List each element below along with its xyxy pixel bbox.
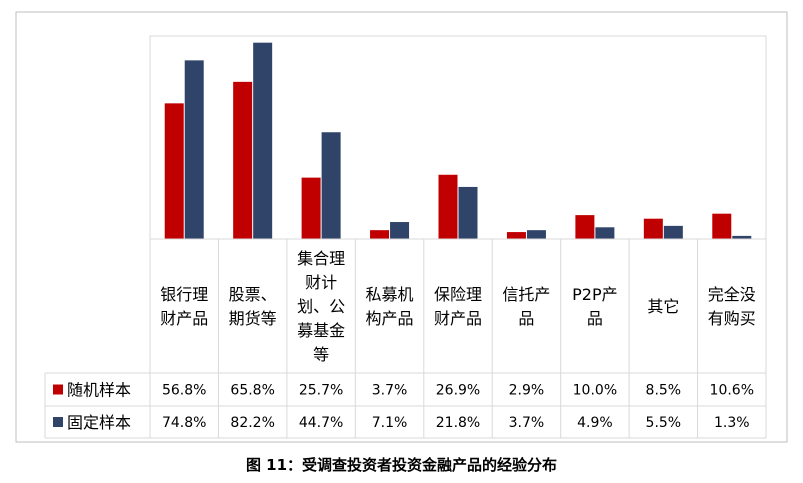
series-name-fixed: 固定样本	[67, 413, 131, 432]
data-label-fixed-4: 21.8%	[436, 415, 480, 431]
category-label-line: 保险理	[434, 285, 482, 304]
data-label-fixed-5: 3.7%	[509, 415, 545, 431]
category-label-line: 其它	[647, 297, 679, 316]
category-label-line: 划、公	[297, 297, 345, 316]
bar-random-7	[643, 218, 663, 239]
category-label-line: 品	[587, 309, 603, 328]
data-table: 银行理财产品股票、期货等集合理财计划、公募基金等私募机构产品保险理财产品信托产品…	[44, 238, 767, 439]
data-label-fixed-3: 7.1%	[372, 415, 408, 431]
data-label-random-6: 10.0%	[573, 383, 617, 399]
category-label-line: 私募机	[366, 285, 414, 304]
bar-fixed-5	[526, 230, 546, 239]
category-label-1: 股票、期货等	[229, 285, 277, 328]
data-label-random-7: 8.5%	[646, 383, 682, 399]
bar-fixed-6	[595, 227, 615, 239]
category-label-4: 保险理财产品	[434, 285, 482, 328]
data-label-random-5: 2.9%	[509, 383, 545, 399]
bar-fixed-2	[321, 132, 341, 239]
bar-fixed-3	[390, 222, 410, 239]
category-label-line: 集合理	[297, 249, 345, 268]
category-label-line: 品	[518, 309, 534, 328]
bar-fixed-4	[458, 186, 478, 239]
category-label-line: 等	[313, 345, 329, 364]
category-label-line: 财计	[305, 273, 337, 292]
category-label-line: P2P产	[572, 285, 617, 304]
bar-fixed-8	[732, 235, 752, 239]
category-label-line: 完全没	[708, 285, 756, 304]
category-label-2: 集合理财计划、公募基金等	[297, 249, 345, 364]
category-label-line: 股票、	[229, 285, 277, 304]
category-label-7: 其它	[647, 297, 679, 316]
data-label-fixed-1: 82.2%	[230, 415, 274, 431]
bar-random-6	[575, 215, 595, 239]
bar-fixed-1	[253, 42, 273, 239]
bar-fixed-7	[663, 225, 683, 239]
figure-caption: 图 11：受调查投资者投资金融产品的经验分布	[245, 456, 558, 474]
data-label-random-3: 3.7%	[372, 383, 408, 399]
data-label-random-0: 56.8%	[162, 383, 206, 399]
data-label-random-4: 26.9%	[436, 383, 480, 399]
category-label-line: 信托产	[502, 285, 550, 304]
bar-random-4	[438, 174, 458, 239]
category-label-line: 财产品	[160, 309, 208, 328]
bar-random-8	[712, 213, 732, 239]
category-label-5: 信托产品	[502, 285, 550, 328]
category-label-line: 募基金	[297, 321, 345, 340]
category-label-line: 银行理	[160, 285, 208, 304]
series-name-random: 随机样本	[67, 381, 131, 400]
category-label-0: 银行理财产品	[160, 285, 208, 328]
bar-random-1	[233, 81, 253, 239]
legend-key-random	[53, 384, 63, 395]
data-label-fixed-0: 74.8%	[162, 415, 206, 431]
data-label-random-8: 10.6%	[710, 383, 754, 399]
category-label-line: 构产品	[366, 309, 414, 328]
data-label-fixed-7: 5.5%	[646, 415, 682, 431]
data-label-random-1: 65.8%	[230, 383, 274, 399]
bars	[164, 42, 752, 239]
category-label-line: 期货等	[229, 309, 277, 328]
bar-random-3	[370, 230, 390, 239]
category-label-line: 有购买	[708, 309, 756, 328]
data-label-fixed-8: 1.3%	[714, 415, 750, 431]
category-label-6: P2P产品	[572, 285, 617, 328]
data-label-fixed-2: 44.7%	[299, 415, 343, 431]
legend-key-fixed	[53, 417, 63, 427]
category-label-8: 完全没有购买	[708, 285, 756, 328]
category-label-line: 财产品	[434, 309, 482, 328]
data-label-fixed-6: 4.9%	[577, 415, 613, 431]
data-label-random-2: 25.7%	[299, 383, 343, 399]
category-label-3: 私募机构产品	[366, 285, 414, 328]
bar-random-0	[164, 103, 184, 239]
bar-random-5	[506, 232, 526, 239]
bar-fixed-0	[184, 60, 204, 239]
bar-random-2	[301, 177, 321, 239]
